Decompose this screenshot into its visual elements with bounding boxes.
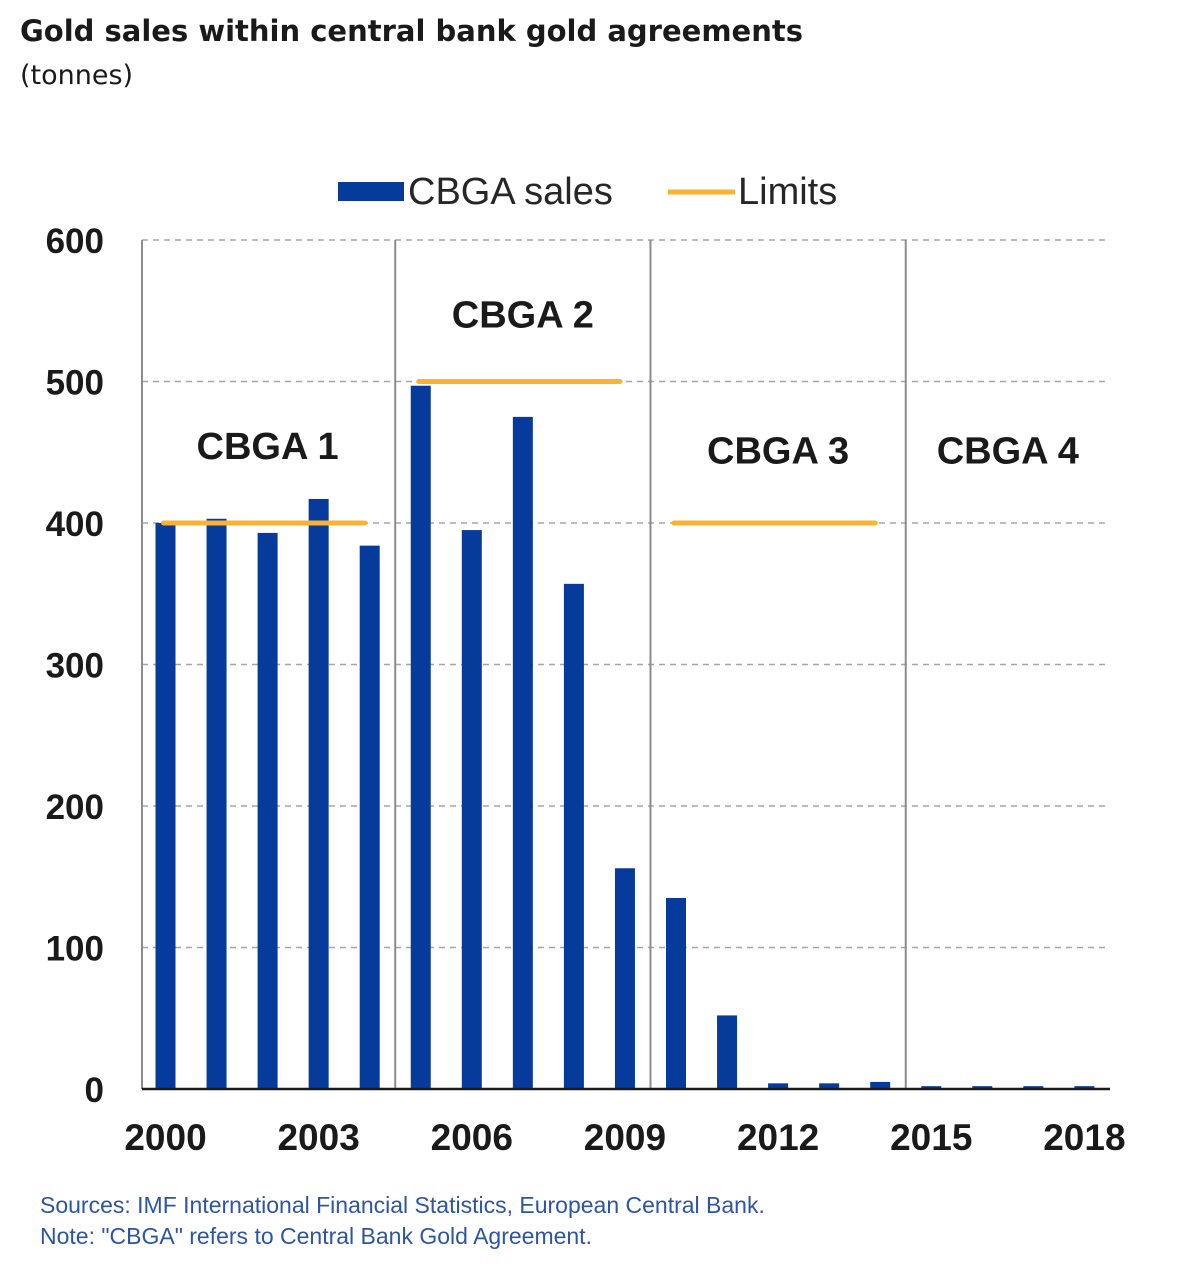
- period-label: CBGA 2: [452, 295, 594, 337]
- bar-2014: [870, 1081, 891, 1089]
- bar-2016: [972, 1086, 993, 1089]
- x-tick-label: 2003: [277, 1117, 359, 1158]
- bar-2001: [206, 518, 227, 1089]
- bar-2013: [819, 1083, 840, 1089]
- chart-plot: 0 100 200 300 400 500 600 2000 2003 2006 2009 2012 2…: [46, 171, 1126, 1158]
- definition-note: Note: "CBGA" refers to Central Bank Gold…: [40, 1223, 592, 1249]
- bar-2018: [1074, 1086, 1095, 1089]
- bar-2008: [563, 583, 584, 1089]
- y-tick-label: 200: [46, 788, 104, 827]
- annotation-layer: CBGA 1 CBGA 2 CBGA 3 CBGA 4: [197, 295, 1079, 473]
- period-label: CBGA 3: [707, 430, 849, 472]
- y-tick-label: 0: [85, 1071, 104, 1110]
- bar-2005: [410, 385, 431, 1089]
- legend: CBGA sales Limits: [338, 171, 837, 213]
- y-tick-label: 300: [46, 647, 104, 686]
- legend-label-sales: CBGA sales: [408, 171, 613, 213]
- bar-2017: [1023, 1086, 1044, 1089]
- grid-layer: [142, 239, 1110, 949]
- bar-2003: [308, 498, 329, 1089]
- bar-2004: [359, 545, 380, 1089]
- x-tick-label: 2018: [1043, 1117, 1125, 1158]
- y-tick-label: 600: [46, 222, 104, 261]
- bar-2006: [461, 530, 482, 1089]
- bar-2015: [921, 1086, 942, 1089]
- bar-2012: [768, 1083, 789, 1089]
- y-tick-label: 500: [46, 364, 104, 403]
- x-tick-label: 2006: [431, 1117, 513, 1158]
- divider-layer: [394, 240, 907, 1089]
- y-tick-label: 100: [46, 930, 104, 969]
- legend-label-limits: Limits: [738, 171, 837, 213]
- chart-footer: Sources: IMF International Financial Sta…: [40, 1190, 765, 1252]
- bar-2002: [257, 532, 278, 1089]
- y-tick-label: 400: [46, 505, 104, 544]
- bar-2010: [666, 897, 686, 1089]
- bar-2009: [614, 868, 635, 1089]
- period-label: CBGA 4: [937, 430, 1079, 472]
- limit-layer: [161, 379, 878, 526]
- bar-layer: [155, 385, 1095, 1089]
- x-tick-label: 2009: [584, 1117, 666, 1158]
- x-tick-label: 2012: [737, 1117, 819, 1158]
- chart-title: Gold sales within central bank gold agre…: [20, 14, 803, 48]
- sources-note: Sources: IMF International Financial Sta…: [40, 1192, 765, 1218]
- x-tick-label: 2015: [890, 1117, 972, 1158]
- legend-swatch-sales: [338, 182, 404, 201]
- bar-2000: [155, 523, 176, 1089]
- x-tick-label: 2000: [124, 1117, 206, 1158]
- chart-subtitle: (tonnes): [20, 60, 134, 91]
- period-label: CBGA 1: [197, 426, 339, 468]
- axis-layer: 0 100 200 300 400 500 600 2000 2003 2006 2009 2012 2…: [46, 222, 1126, 1158]
- bar-2007: [512, 416, 533, 1089]
- bar-2011: [717, 1015, 738, 1089]
